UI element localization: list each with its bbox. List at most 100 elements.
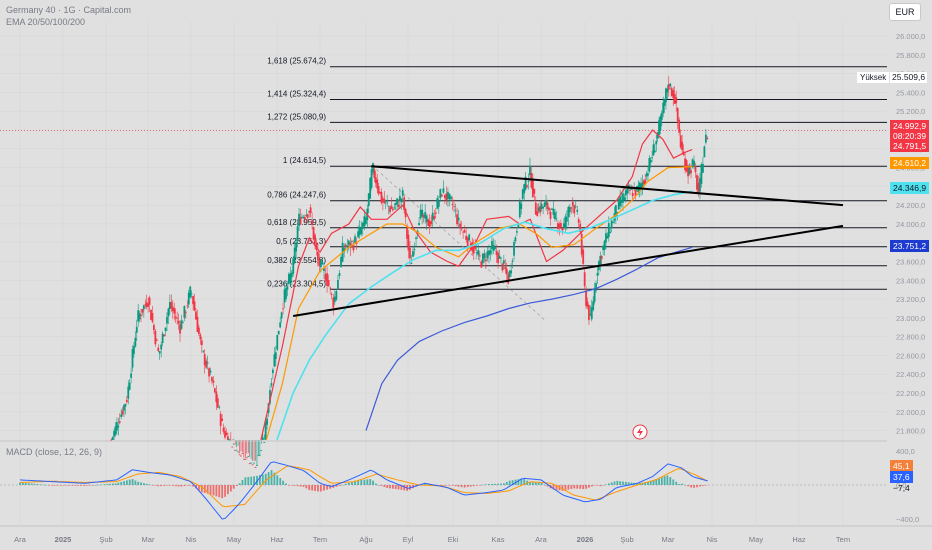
candle-body — [123, 405, 125, 411]
candle-body — [276, 334, 279, 350]
macd-hist-bar — [602, 485, 605, 486]
macd-hist-bar — [593, 485, 596, 486]
macd-hist-bar — [374, 483, 377, 485]
candle-body — [703, 146, 706, 158]
candle-body — [280, 312, 283, 319]
macd-hist-bar — [311, 485, 314, 491]
time-axis[interactable]: Ara 2025 Şub Mar Nis May Haz Tem Ağu Eyl Eki Kas Ara… — [0, 525, 932, 544]
macd-hist-bar — [644, 482, 647, 485]
candle-body — [134, 337, 137, 347]
candle-body — [382, 198, 384, 202]
candle-body — [442, 188, 445, 193]
macd-value-tag: 45,1 — [890, 460, 913, 472]
trendlines[interactable] — [292, 165, 844, 317]
fib-label: 0,618 (23.959,5) — [267, 218, 326, 227]
macd-hist-bar — [329, 485, 332, 489]
macd-hist-bar — [189, 485, 192, 486]
candle-body — [361, 222, 364, 229]
macd-hist-bar — [599, 485, 602, 487]
macd-hist-bar — [33, 483, 36, 485]
macd-hist-bar — [241, 479, 244, 485]
candle-body — [697, 182, 700, 194]
y-tick-label: 25.800,0 — [896, 51, 925, 60]
candle-body — [193, 301, 196, 311]
macd-hist-bar — [293, 485, 296, 486]
candle-body — [605, 233, 607, 243]
upper-trendline[interactable] — [371, 165, 844, 207]
candle-body — [665, 88, 667, 103]
macd-hist-bar — [48, 485, 50, 486]
currency-button[interactable]: EUR — [889, 3, 921, 21]
x-tick-label: May — [227, 535, 241, 544]
candle-body — [113, 431, 115, 437]
candle-body — [642, 180, 645, 184]
candle-body — [164, 327, 167, 331]
candle-body — [234, 449, 237, 451]
candle-body — [190, 293, 193, 295]
macd-hist-bar — [120, 481, 123, 485]
macd-hist-bar — [192, 485, 195, 487]
candle-body — [623, 197, 626, 201]
x-tick-label: 2026 — [577, 535, 594, 544]
candle-body — [160, 344, 163, 350]
candle-body — [386, 202, 389, 204]
lower-trendline[interactable] — [292, 224, 844, 317]
candle-body — [206, 362, 209, 364]
candle-body — [629, 189, 631, 191]
candle-body — [403, 197, 406, 210]
macd-hist-bar — [619, 481, 622, 485]
candle-body — [478, 255, 481, 257]
candle-body — [321, 262, 324, 265]
candle-body — [376, 179, 379, 189]
candle-body — [523, 184, 526, 194]
macd-hist-bar — [616, 480, 619, 485]
candle-body — [124, 404, 127, 407]
y-tick-label: 25.200,0 — [896, 107, 925, 116]
candle-body — [148, 297, 151, 305]
candle-body — [620, 200, 623, 203]
macd-hist-bar — [247, 476, 250, 485]
hist-value-tag: −7,4 — [893, 483, 910, 493]
y-tick-label: 22.000,0 — [896, 408, 925, 417]
candle-body — [687, 166, 689, 177]
macd-hist-bar — [206, 485, 209, 494]
macd-tick-label: −400,0 — [896, 515, 919, 524]
macd-hist-bar — [177, 485, 180, 487]
candles — [110, 76, 709, 468]
macd-tick-label: 0,0 — [896, 481, 906, 490]
price-axis[interactable]: 26.000,025.800,025.600,025.400,025.200,0… — [896, 32, 925, 436]
candle-body — [514, 237, 517, 242]
macd-hist-bar — [500, 483, 502, 485]
flash-icon[interactable] — [632, 424, 648, 440]
fibonacci-levels[interactable]: 1,618 (25.674,2) 1,414 (25.324,4) 1,272 (2… — [0, 57, 887, 322]
candle-body — [537, 207, 540, 212]
candle-body — [574, 206, 577, 208]
candle-body — [406, 225, 408, 239]
candle-body — [235, 449, 238, 451]
candle-body — [497, 252, 499, 264]
macd-hist-bar — [335, 485, 338, 487]
candle-body — [299, 217, 302, 225]
candle-body — [120, 414, 123, 417]
macd-hist-bar — [77, 485, 79, 486]
candle-body — [261, 437, 264, 440]
last-price-tag: 24.992,9 — [890, 120, 930, 132]
candle-body — [704, 134, 707, 143]
candle-body — [302, 217, 305, 218]
macd-hist-bar — [308, 485, 311, 491]
macd-hist-bar — [290, 485, 293, 486]
macd-hist-bar — [532, 482, 534, 485]
macd-hist-bar — [705, 485, 707, 486]
macd-hist-bar — [424, 483, 427, 485]
macd-hist-bar — [24, 482, 27, 485]
candle-body — [418, 222, 420, 226]
candle-body — [231, 446, 234, 448]
candle-body — [174, 316, 177, 319]
candle-body — [690, 170, 692, 174]
candle-body — [592, 301, 595, 310]
candle-body — [283, 289, 286, 303]
candle-body — [340, 257, 342, 267]
macd-hist-bar — [218, 485, 221, 498]
x-tick-label: Mar — [662, 535, 675, 544]
